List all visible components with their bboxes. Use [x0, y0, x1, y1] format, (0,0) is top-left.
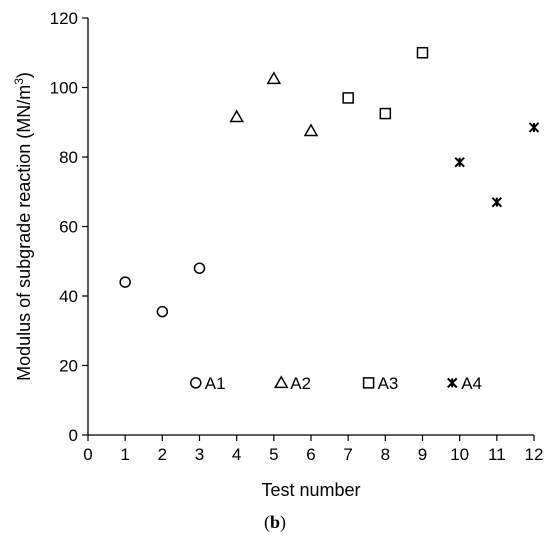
y-tick-label: 0: [69, 426, 78, 445]
legend-label-a2: A2: [290, 374, 311, 393]
y-axis-title-superscript: 3: [12, 78, 26, 85]
x-tick-label: 5: [269, 445, 278, 464]
y-axis-title-close: ): [14, 72, 34, 78]
data-point-a1: [156, 305, 169, 318]
legend-label-a3: A3: [378, 374, 399, 393]
data-point-a2: [229, 109, 244, 123]
x-tick-label: 9: [418, 445, 427, 464]
x-tick-label: 12: [525, 445, 544, 464]
data-point-a4: [528, 122, 540, 133]
y-tick-label: 40: [59, 287, 78, 306]
x-tick-label: 8: [381, 445, 390, 464]
data-point-a4: [491, 196, 503, 208]
legend-marker-a1: [190, 377, 202, 389]
y-axis-title-main: Modulus of subgrade reaction (MN/m: [14, 85, 34, 381]
y-tick-label: 100: [50, 79, 78, 98]
x-axis-title: Test number: [261, 480, 360, 500]
panel-label: (b): [0, 512, 550, 533]
x-tick-label: 6: [306, 445, 315, 464]
y-tick-label: 20: [59, 357, 78, 376]
y-axis-title: Modulus of subgrade reaction (MN/m3): [12, 72, 34, 381]
x-tick-label: 3: [195, 445, 204, 464]
data-point-a2: [303, 123, 319, 137]
data-point-a3: [342, 92, 354, 104]
panel-label-close: ): [280, 512, 286, 532]
legend-marker-a2: [273, 375, 289, 389]
legend-label-a1: A1: [205, 374, 226, 393]
panel-label-open: (: [263, 512, 270, 532]
x-tick-label: 11: [488, 445, 506, 464]
x-tick-label: 10: [450, 445, 469, 464]
legend-marker-a3: [362, 377, 375, 389]
x-tick-label: 4: [232, 445, 241, 464]
data-point-a1: [119, 276, 131, 288]
x-tick-label: 7: [343, 445, 352, 464]
y-tick-label: 60: [59, 218, 78, 237]
y-tick-label: 80: [59, 148, 78, 167]
data-point-a3: [416, 47, 429, 59]
data-point-a4: [454, 157, 465, 168]
data-point-a2: [266, 71, 282, 85]
x-tick-label: 0: [83, 445, 92, 464]
panel-label-letter: b: [269, 512, 280, 532]
x-tick-label: 1: [120, 445, 129, 464]
legend-marker-a4: [447, 377, 458, 389]
legend-label-a4: A4: [461, 374, 482, 393]
data-point-a3: [379, 107, 392, 120]
x-tick-label: 2: [158, 445, 167, 464]
data-point-a1: [193, 262, 206, 274]
y-tick-label: 120: [50, 9, 78, 28]
